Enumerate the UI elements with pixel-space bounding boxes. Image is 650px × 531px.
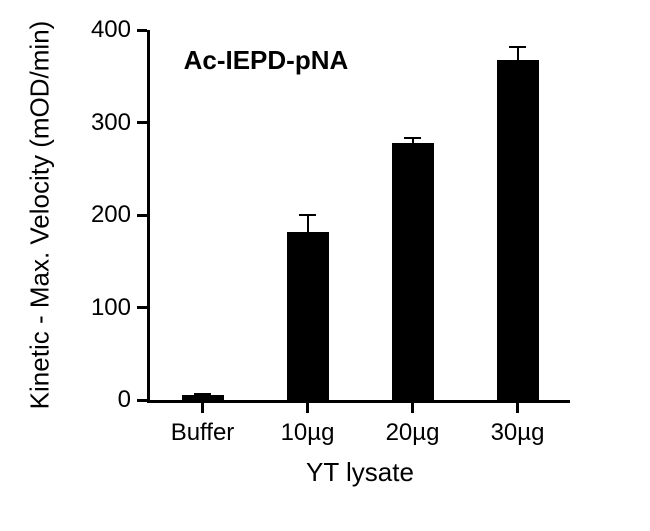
y-tick-label: 100 [91,294,131,322]
y-tick [137,121,147,124]
x-tick-label: Buffer [171,419,235,447]
y-tick-label: 200 [91,201,131,229]
bar [392,143,434,400]
bar [497,60,539,400]
y-tick-label: 0 [118,386,131,414]
x-tick [201,403,204,413]
y-tick [137,29,147,32]
y-axis [147,30,150,403]
error-bar-cap [299,214,316,216]
error-bar-cap [509,46,526,48]
y-tick-label: 400 [91,16,131,44]
error-bar [307,215,309,232]
y-tick [137,214,147,217]
bar [182,395,224,400]
x-tick [411,403,414,413]
y-axis-label: Kinetic - Max. Velocity (mOD/min) [25,21,56,410]
x-axis [147,400,570,403]
x-tick [516,403,519,413]
bar [287,232,329,400]
x-tick-label: 10µg [281,419,335,447]
x-axis-label: YT lysate [306,457,414,488]
error-bar [517,47,519,60]
bar-chart: 0 100 200 300 400 Buffer 10µg 20µg 30µg Kinetic… [0,0,650,531]
y-tick-label: 300 [91,109,131,137]
y-tick [137,306,147,309]
x-tick-label: 20µg [386,419,440,447]
chart-inner-title: Ac-IEPD-pNA [184,45,349,76]
error-bar-cap [404,137,421,139]
y-tick [137,399,147,402]
x-tick-label: 30µg [491,419,545,447]
error-bar-cap [194,393,211,395]
x-tick [306,403,309,413]
